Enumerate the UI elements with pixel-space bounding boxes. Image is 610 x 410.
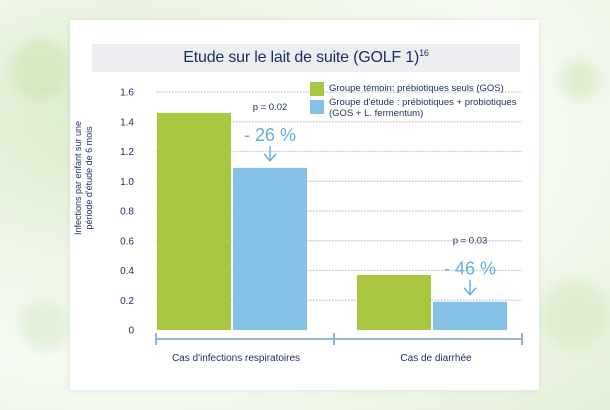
y-tick-label: 0.8 [120, 207, 134, 218]
legend-label-study: Groupe d'étude : prébiotiques + probioti… [329, 97, 517, 119]
y-tick-label: 1.0 [120, 177, 134, 188]
category-label-diarrhea: Cas de diarrhée [400, 353, 472, 364]
percent-change-label: - 46 % [444, 259, 496, 279]
legend-swatch-study [310, 100, 324, 114]
bar [157, 112, 231, 330]
bar [233, 167, 307, 330]
legend-swatch-control [310, 82, 324, 96]
y-tick-label: 0.6 [120, 236, 134, 247]
y-tick-label: 1.2 [120, 147, 134, 158]
bar [433, 301, 507, 330]
p-value-label: p = 0.02 [253, 102, 288, 113]
chart-title: Etude sur le lait de suite (GOLF 1)16 [183, 48, 429, 66]
legend-label-control: Groupe témoin: prébiotiques seuls (GOS) [329, 83, 504, 94]
chart-card: Etude sur le lait de suite (GOLF 1)16 In… [70, 20, 539, 390]
arrow-head [263, 153, 277, 162]
y-tick-label: 1.6 [120, 88, 134, 99]
p-value-label: p = 0.03 [453, 236, 488, 247]
chart-title-bar: Etude sur le lait de suite (GOLF 1)16 [92, 44, 520, 72]
bar-chart: 0 0.2 0.4 0.6 0.8 1.0 1.2 1.4 1.6 p = 0.02 - 26 % p… [120, 88, 523, 345]
category-label-respiratory: Cas d'infections respiratoires [171, 353, 301, 364]
bar [357, 274, 431, 330]
y-tick-label: 0 [128, 326, 134, 337]
y-tick-label: 0.4 [120, 266, 134, 277]
arrow-head [463, 287, 477, 296]
percent-change-label: - 26 % [244, 125, 296, 145]
y-tick-label: 0.2 [120, 296, 134, 307]
y-tick-label: 1.4 [120, 117, 134, 128]
title-reference: 16 [419, 48, 429, 58]
